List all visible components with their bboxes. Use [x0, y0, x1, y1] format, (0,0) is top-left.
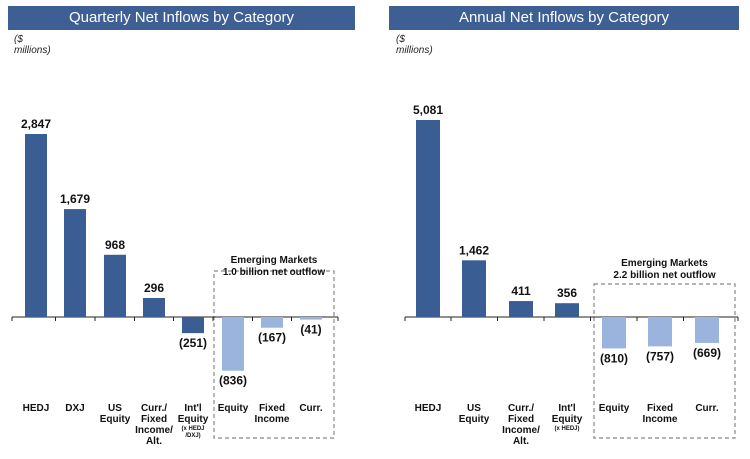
quarterly-category-label-2: Equity [100, 414, 131, 425]
annual-units-label: ($ millions) [396, 34, 433, 56]
annual-value-label-2: 411 [511, 284, 531, 298]
quarterly-value-label-7: (41) [300, 323, 321, 337]
annual-bar-0 [416, 120, 440, 317]
annual-bar-6 [695, 317, 719, 343]
annual-category-label-2: Income/ [502, 425, 540, 436]
quarterly-value-label-6: (167) [258, 331, 286, 345]
annual-category-label-5: Fixed [647, 403, 673, 414]
annual-category-label-0: HEDJ [415, 403, 442, 414]
quarterly-units-label: ($ millions) [14, 34, 51, 56]
annual-bar-5 [648, 317, 672, 347]
quarterly-value-label-1: 1,679 [60, 192, 90, 206]
quarterly-emerging-markets-label: 1.0 billion net outflow [223, 267, 325, 278]
annual-emerging-markets-label: 2.2 billion net outflow [613, 270, 715, 281]
quarterly-bar-0 [25, 134, 47, 317]
annual-value-label-3: 356 [557, 286, 577, 300]
quarterly-value-label-0: 2,847 [21, 117, 51, 131]
annual-category-label-2: Alt. [513, 436, 529, 447]
annual-emerging-markets-box [593, 283, 736, 439]
annual-category-label-6: Curr. [695, 403, 719, 414]
quarterly-category-label-7: Curr. [299, 403, 323, 414]
annual-category-label-1: Equity [459, 414, 490, 425]
annual-value-label-6: (669) [693, 346, 721, 360]
annual-category-label-2: Fixed [508, 414, 534, 425]
quarterly-category-note-4: (x HEDJ [181, 426, 204, 432]
annual-bar-1 [462, 260, 486, 317]
quarterly-value-label-4: (251) [179, 336, 207, 350]
quarterly-category-label-4: Equity [178, 414, 209, 425]
annual-value-label-0: 5,081 [413, 103, 443, 117]
quarterly-category-label-1: DXJ [65, 403, 84, 414]
annual-category-label-3: Equity [552, 414, 583, 425]
annual-bar-2 [509, 301, 533, 317]
quarterly-category-label-3: Income/ [135, 425, 173, 436]
quarterly-value-label-3: 296 [144, 281, 164, 295]
quarterly-category-label-0: HEDJ [23, 403, 50, 414]
annual-value-label-4: (810) [600, 351, 628, 365]
quarterly-category-label-6: Fixed [259, 403, 285, 414]
quarterly-bar-6 [261, 317, 283, 328]
quarterly-category-label-3: Curr./ [141, 403, 167, 414]
quarterly-value-label-5: (836) [219, 374, 247, 388]
quarterly-category-label-4: Int'l [184, 403, 202, 414]
quarterly-bar-2 [104, 254, 126, 317]
quarterly-bar-5 [222, 317, 244, 371]
annual-category-label-1: US [467, 403, 481, 414]
quarterly-category-label-6: Income [254, 414, 289, 425]
annual-category-label-2: Curr./ [508, 403, 534, 414]
quarterly-emerging-markets-box [213, 270, 335, 439]
quarterly-bar-7 [300, 317, 322, 320]
annual-category-label-3: Int'l [558, 403, 576, 414]
annual-value-label-1: 1,462 [459, 243, 489, 257]
annual-category-label-4: Equity [599, 403, 630, 414]
quarterly-bar-1 [64, 209, 86, 317]
annual-bar-3 [555, 303, 579, 317]
quarterly-bar-3 [143, 297, 165, 317]
quarterly-category-label-5: Equity [218, 403, 249, 414]
quarterly-category-label-2: US [108, 403, 122, 414]
quarterly-emerging-markets-label: Emerging Markets [231, 255, 318, 266]
quarterly-value-label-2: 968 [105, 238, 125, 252]
quarterly-chart-title: Quarterly Net Inflows by Category [8, 6, 355, 30]
annual-bar-4 [602, 317, 626, 349]
annual-category-note-3: (x HEDJ) [554, 426, 579, 432]
quarterly-category-label-3: Alt. [146, 436, 162, 447]
annual-category-label-5: Income [642, 414, 677, 425]
annual-emerging-markets-label: Emerging Markets [621, 258, 708, 269]
annual-chart-title: Annual Net Inflows by Category [389, 6, 739, 30]
quarterly-category-label-3: Fixed [141, 414, 167, 425]
quarterly-bar-4 [182, 317, 204, 334]
quarterly-category-note-4: /DXJ) [185, 433, 200, 439]
annual-value-label-5: (757) [646, 349, 674, 363]
